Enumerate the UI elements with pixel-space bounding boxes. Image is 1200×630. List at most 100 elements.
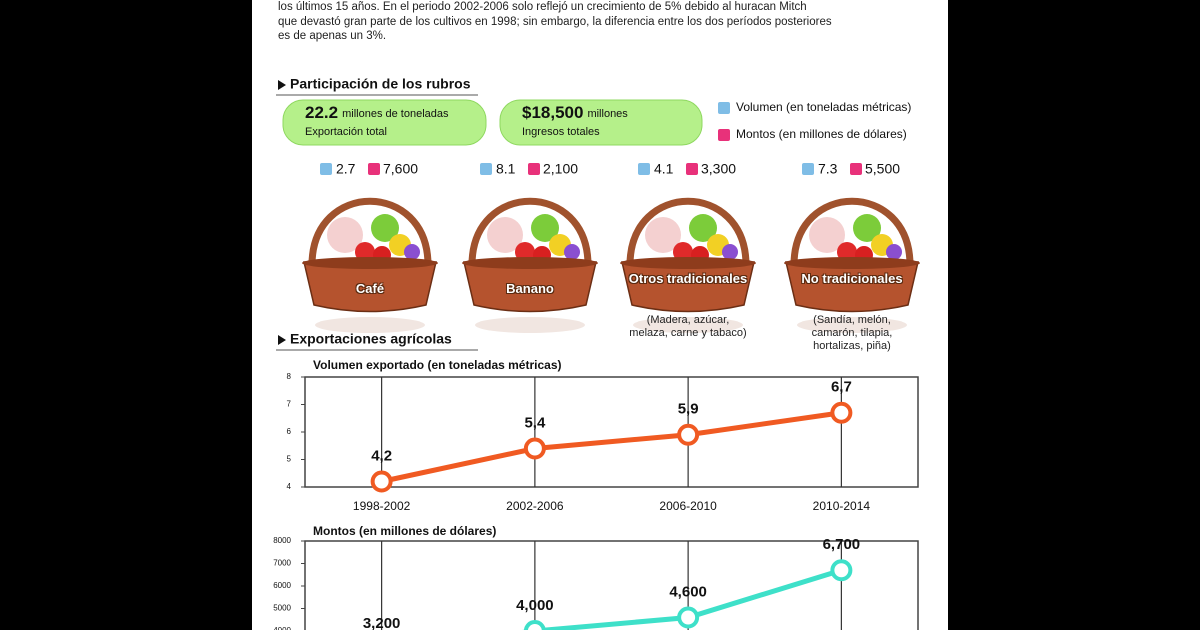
fruit (886, 244, 902, 260)
x-tick-label: 2002-2006 (506, 499, 564, 513)
section-title: Participación de los rubros (290, 76, 471, 92)
basket-handle (626, 197, 750, 266)
legend-swatch (718, 102, 730, 114)
volumen-value: 4.1 (654, 161, 674, 177)
total-line: $18,500 millones (522, 103, 628, 122)
total-label: Exportación total (305, 126, 387, 138)
monto-value: 2,100 (543, 161, 578, 177)
plot-frame (304, 376, 919, 488)
total-unit: millones de toneladas (342, 108, 449, 120)
basket-rim (620, 257, 756, 269)
fruit (809, 217, 845, 253)
data-point (830, 401, 853, 424)
basket-reflection (475, 317, 585, 333)
basket-note: (Sandía, melón, camarón, tilapia, hortal… (811, 314, 893, 352)
monto-swatch (368, 163, 380, 175)
intro-line: es de apenas un 3%. (278, 30, 387, 42)
data-point (677, 423, 700, 446)
monto-swatch (850, 163, 862, 175)
y-tick-label: 7000 (273, 559, 291, 568)
chart-title: Montos (en millones de dólares) (313, 524, 496, 538)
basket-reflection (797, 317, 907, 333)
basket-handle (308, 197, 432, 266)
total-value: $18,500 (522, 103, 583, 122)
basket-handle (468, 197, 592, 266)
basket-rim (302, 257, 438, 269)
basket-body (463, 261, 597, 313)
fruit (327, 217, 363, 253)
total-pill (282, 99, 487, 146)
x-tick-label: 2010-2014 (813, 499, 871, 513)
legend-label: Volumen (en toneladas métricas) (736, 100, 911, 114)
monto-swatch (528, 163, 540, 175)
basket-body (303, 261, 437, 313)
legend-label: Montos (en millones de dólares) (736, 127, 907, 141)
monto-swatch (686, 163, 698, 175)
y-tick-label: 6 (287, 427, 292, 436)
data-point (830, 559, 853, 582)
basket-label: Banano (506, 281, 554, 296)
total-unit: millones (587, 108, 628, 120)
header-arrow (278, 335, 286, 345)
total-value: 22.2 (305, 103, 338, 122)
y-tick-label: 8 (287, 372, 292, 381)
monto-value: 3,300 (701, 161, 736, 177)
total-pill (499, 99, 703, 146)
fruit (404, 244, 420, 260)
basket-note: (Madera, azúcar, melaza, carne y tabaco) (629, 314, 747, 339)
series-line (381, 410, 842, 484)
basket-body (785, 261, 919, 313)
value-label: 6,700 (823, 536, 861, 553)
y-tick-label: 4 (287, 482, 292, 491)
basket-label: No tradicionales (801, 271, 903, 286)
basket-reflection (633, 317, 743, 333)
intro-line: que devastó gran parte de los cultivos e… (278, 15, 832, 28)
basket-rim (784, 257, 920, 269)
basket-label: Otros tradicionales (628, 271, 748, 286)
data-point (677, 606, 700, 629)
basket-handle (790, 197, 914, 266)
volumen-swatch (480, 163, 492, 175)
value-label: 5,9 (678, 401, 699, 418)
y-tick-label: 8000 (273, 536, 291, 545)
plot-frame (304, 540, 919, 630)
data-point (370, 470, 393, 493)
y-tick-label: 7 (287, 400, 292, 409)
fruit (689, 214, 717, 242)
fruit (564, 244, 580, 260)
value-label: 6,7 (831, 379, 852, 396)
fruit (722, 244, 738, 260)
data-point (523, 620, 546, 630)
value-label: 5,4 (524, 414, 546, 431)
volumen-swatch (638, 163, 650, 175)
value-label: 4,000 (516, 597, 554, 614)
y-tick-label: 5 (287, 455, 292, 464)
x-tick-label: 1998-2002 (353, 499, 411, 513)
basket-rim (462, 257, 598, 269)
fruit (645, 217, 681, 253)
data-point (523, 437, 546, 460)
value-label: 4,600 (669, 583, 707, 600)
fruit (371, 214, 399, 242)
y-tick-label: 6000 (273, 581, 291, 590)
volumen-value: 7.3 (818, 161, 838, 177)
volumen-value: 2.7 (336, 161, 356, 177)
series-line (521, 567, 843, 630)
monto-value: 5,500 (865, 161, 900, 177)
value-label: 3,200 (363, 615, 401, 630)
basket-reflection (315, 317, 425, 333)
total-line: 22.2 millones de toneladas (305, 103, 449, 122)
y-tick-label: 4000 (273, 626, 291, 630)
fruit (487, 217, 523, 253)
monto-value: 7,600 (383, 161, 418, 177)
basket-body (621, 261, 755, 313)
total-label: Ingresos totales (522, 126, 600, 138)
volumen-swatch (320, 163, 332, 175)
volumen-value: 8.1 (496, 161, 516, 177)
intro-line: los últimos 15 años. En el periodo 2002-… (278, 1, 807, 13)
intro: los últimos 15 años. En el periodo 2002-… (278, 0, 888, 44)
fruit (531, 214, 559, 242)
y-tick-label: 5000 (273, 604, 291, 613)
